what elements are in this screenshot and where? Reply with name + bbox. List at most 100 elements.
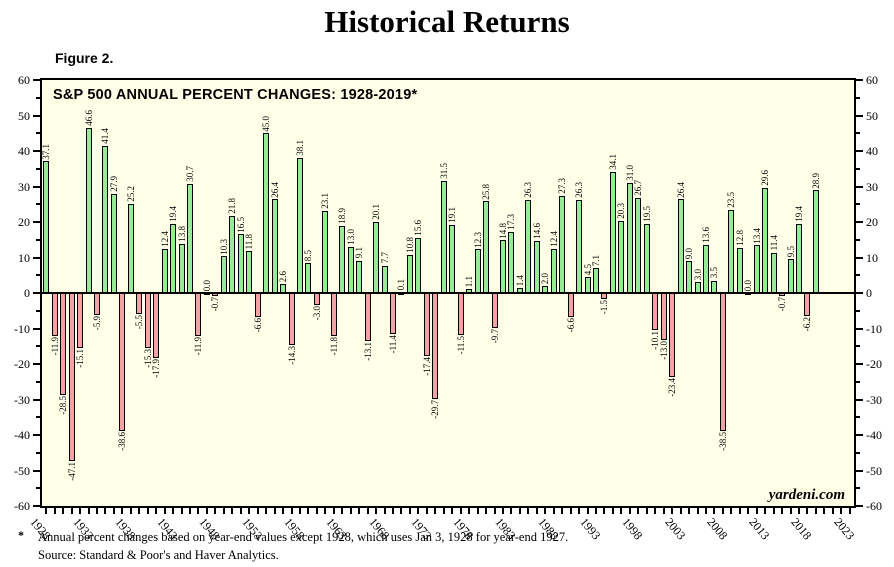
- bar-2016: [787, 259, 794, 294]
- x-tick: [95, 508, 98, 514]
- x-tick: [205, 508, 208, 514]
- bar-label-1976: 19.1: [447, 207, 458, 224]
- bar-label-1951: 16.5: [235, 216, 246, 233]
- y-tick-label-right: 50: [866, 108, 878, 123]
- bar-2001: [660, 293, 667, 341]
- bar-label-1958: 38.1: [294, 140, 305, 156]
- y-tick-left: [36, 274, 40, 277]
- y-tick-left: [36, 96, 40, 99]
- x-tick: [298, 508, 301, 514]
- bar-label-1994: -1.5: [599, 300, 610, 315]
- bar-2000: [652, 293, 659, 330]
- bar-1936: [110, 193, 117, 294]
- bar-1963: [339, 225, 346, 294]
- bar-label-1996: 20.3: [616, 203, 627, 219]
- x-tick: [518, 508, 521, 514]
- bar-label-1949: 10.3: [218, 238, 229, 255]
- x-tick: [138, 508, 141, 514]
- bar-2009: [728, 209, 735, 294]
- x-tick: [798, 508, 801, 514]
- y-tick-left: [33, 398, 40, 401]
- y-tick-left: [36, 167, 40, 170]
- y-tick-right: [856, 345, 860, 348]
- x-tick: [53, 508, 56, 514]
- bar-1943: [170, 224, 177, 294]
- bar-1955: [271, 199, 278, 294]
- x-tick: [231, 508, 234, 514]
- x-tick: [282, 508, 285, 514]
- bar-label-1939: -5.5: [134, 314, 145, 329]
- bar-label-2016: 9.5: [785, 246, 796, 258]
- bar-label-1943: 19.4: [168, 206, 179, 223]
- bar-1931: [68, 293, 75, 462]
- plot-area: S&P 500 ANNUAL PERCENT CHANGES: 1928-201…: [14, 73, 882, 542]
- bar-1990: [567, 293, 574, 318]
- x-tick: [713, 508, 716, 514]
- bar-label-1990: -6.6: [565, 318, 576, 333]
- bar-2010: [736, 247, 743, 294]
- bar-label-1970: 0.1: [396, 279, 407, 291]
- x-tick: [392, 508, 395, 514]
- bar-1939: [136, 293, 143, 314]
- y-tick-right: [856, 416, 860, 419]
- bar-1928: [43, 161, 50, 294]
- x-tick: [146, 508, 149, 514]
- y-tick-label-right: 0: [866, 286, 872, 300]
- x-tick: [273, 508, 276, 514]
- bar-label-2012: 13.4: [751, 227, 762, 244]
- bar-label-1974: -29.7: [430, 400, 441, 420]
- bar-label-1964: 13.0: [345, 229, 356, 245]
- bar-1972: [415, 237, 422, 294]
- zero-axis-line: [42, 292, 854, 294]
- y-tick-left: [33, 363, 40, 365]
- bar-1929: [51, 293, 58, 337]
- x-tick: [214, 508, 217, 514]
- y-tick-label-left: 40: [18, 144, 30, 158]
- bar-1974: [432, 293, 439, 400]
- x-tick: [104, 508, 107, 514]
- x-tick: [172, 508, 175, 514]
- footnote-marker: *: [18, 528, 24, 542]
- bar-1953: [254, 293, 261, 318]
- bar-2008: [719, 293, 726, 431]
- y-tick-label-right: -50: [866, 463, 882, 478]
- bar-label-1991: 26.3: [574, 181, 585, 198]
- figure-label: Figure 2.: [55, 50, 114, 66]
- bar-label-1945: 30.7: [185, 166, 196, 183]
- x-tick: [248, 508, 251, 514]
- x-tick: [493, 508, 496, 514]
- x-tick: [476, 508, 479, 514]
- bar-label-1971: 10.8: [404, 236, 415, 253]
- bar-label-1962: -11.8: [328, 336, 339, 356]
- bar-1938: [127, 203, 134, 294]
- x-tick: [315, 508, 318, 514]
- x-tick: [637, 508, 640, 514]
- y-tick-left: [33, 79, 40, 81]
- bar-label-2018: -6.2: [802, 317, 813, 332]
- bar-label-2007: 3.5: [709, 267, 720, 279]
- x-tick: [578, 508, 581, 514]
- y-tick-left: [33, 114, 40, 117]
- bar-1998: [635, 198, 642, 294]
- bar-label-2006: 13.6: [700, 226, 711, 243]
- bar-1951: [237, 234, 244, 294]
- x-tick: [688, 508, 691, 514]
- footnote-line1: Annual percent changes based on year-end…: [38, 530, 569, 544]
- x-tick: [586, 508, 589, 514]
- bar-label-2005: 3.0: [692, 269, 703, 281]
- bar-label-2014: 11.4: [768, 235, 779, 251]
- y-tick-right: [856, 150, 863, 152]
- bar-label-1950: 21.8: [227, 197, 238, 214]
- x-tick: [189, 508, 192, 514]
- bar-label-1969: -11.4: [388, 335, 399, 354]
- x-tick: [544, 508, 547, 514]
- bar-1967: [373, 221, 380, 294]
- y-tick-label-left: -50: [14, 463, 30, 478]
- bar-1962: [330, 293, 337, 336]
- bar-1966: [364, 293, 371, 341]
- bar-label-1989: 27.3: [557, 178, 568, 195]
- bar-1969: [390, 293, 397, 335]
- y-tick-left: [33, 434, 40, 436]
- bar-label-1961: 23.1: [320, 193, 331, 209]
- x-tick: [417, 508, 420, 514]
